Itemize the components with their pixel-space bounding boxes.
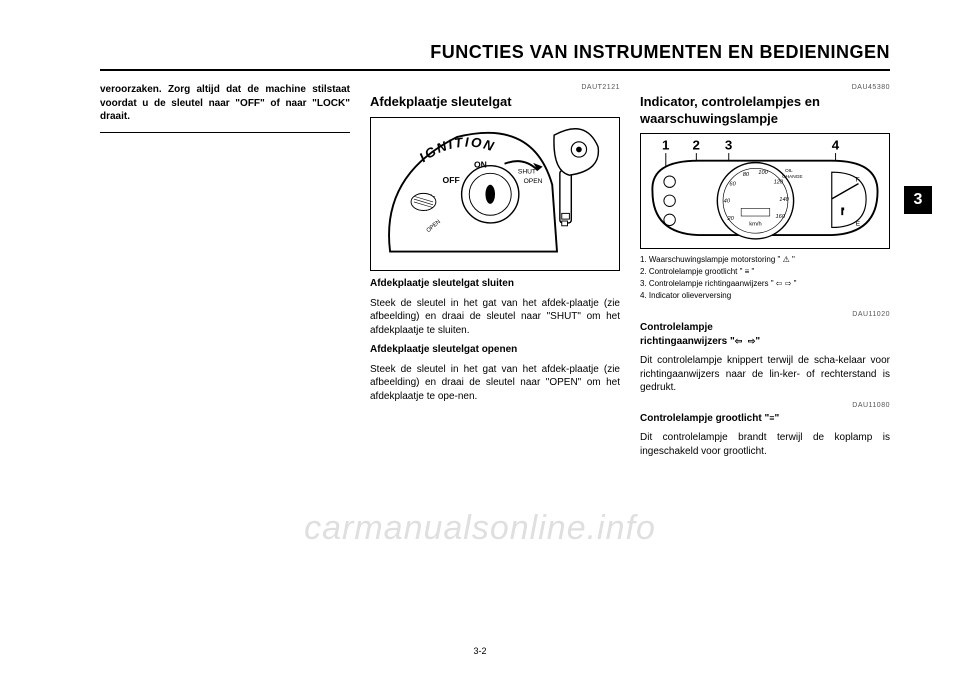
- caption-4: 4. Indicator olieverversing: [640, 291, 890, 302]
- dash-figure: 1 2 3 4: [640, 133, 890, 249]
- col2-sub1-text: Steek de sleutel in het gat van het afde…: [370, 297, 620, 338]
- svg-text:4: 4: [832, 137, 840, 152]
- svg-text:E: E: [856, 221, 861, 228]
- figure-captions: 1. Waarschuwingslampje motorstoring " ⚠ …: [640, 255, 890, 301]
- svg-text:60: 60: [729, 181, 736, 187]
- col2-sub2-title: Afdekplaatje sleutelgat openen: [370, 343, 620, 357]
- svg-text:OPEN: OPEN: [524, 178, 543, 185]
- svg-text:CHANGE: CHANGE: [782, 174, 802, 180]
- b1-title-1: Controlelampje: [640, 321, 890, 335]
- b2-title: Controlelampje grootlicht "≡": [640, 412, 890, 426]
- page-number: 3-2: [0, 646, 960, 656]
- svg-text:20: 20: [726, 216, 734, 222]
- col2-heading: Afdekplaatje sleutelgat: [370, 94, 620, 110]
- col3-heading: Indicator, controlelampjes en waarschuwi…: [640, 94, 890, 127]
- b1-title-2: richtingaanwijzers "⇦ ⇨": [640, 335, 890, 349]
- svg-text:SHUT: SHUT: [518, 168, 536, 175]
- col2: DAUT2121 Afdekplaatje sleutelgat IGNITIO…: [370, 83, 620, 563]
- caption-1: 1. Waarschuwingslampje motorstoring " ⚠ …: [640, 255, 890, 266]
- svg-text:100: 100: [758, 170, 768, 176]
- columns: veroorzaken. Zorg altijd dat de machine …: [100, 83, 890, 563]
- ignition-figure: IGNITION ON OFF LOCK OPEN SHUT OPEN: [370, 117, 620, 272]
- b2-code: DAU11080: [640, 401, 890, 410]
- col2-sub2-text: Steek de sleutel in het gat van het afde…: [370, 363, 620, 404]
- caption-3: 3. Controlelampje richtingaanwijzers " ⇦…: [640, 279, 890, 290]
- arrow-left-icon: ⇦: [735, 336, 743, 346]
- col1: veroorzaken. Zorg altijd dat de machine …: [100, 83, 350, 563]
- col1-warning: veroorzaken. Zorg altijd dat de machine …: [100, 83, 350, 124]
- svg-text:120: 120: [774, 180, 784, 186]
- col1-divider: [100, 132, 350, 133]
- b1-code: DAU11020: [640, 310, 890, 319]
- svg-text:140: 140: [779, 197, 789, 203]
- col2-sub1-title: Afdekplaatje sleutelgat sluiten: [370, 277, 620, 291]
- arrow-right-icon: ⇨: [748, 336, 756, 346]
- svg-text:1: 1: [662, 137, 670, 152]
- b2-text: Dit controlelampje brandt terwijl de kop…: [640, 431, 890, 458]
- svg-text:40: 40: [724, 199, 731, 205]
- svg-text:ON: ON: [474, 159, 487, 169]
- highbeam-icon: ≡: [769, 413, 774, 423]
- chapter-tab: 3: [904, 186, 932, 214]
- svg-text:80: 80: [743, 172, 750, 178]
- col2-code: DAUT2121: [370, 83, 620, 92]
- svg-text:km/h: km/h: [749, 222, 761, 228]
- svg-text:OIL: OIL: [785, 168, 793, 174]
- b1-text: Dit controlelampje knippert terwijl de s…: [640, 354, 890, 395]
- caption-2: 2. Controlelampje grootlicht " ≡ ": [640, 267, 890, 278]
- svg-text:3: 3: [725, 137, 732, 152]
- col3-code: DAU45380: [640, 83, 890, 92]
- col3: DAU45380 Indicator, controlelampjes en w…: [640, 83, 890, 563]
- section-title: FUNCTIES VAN INSTRUMENTEN EN BEDIENINGEN: [100, 42, 890, 71]
- svg-text:2: 2: [693, 137, 700, 152]
- svg-text:160: 160: [775, 214, 785, 220]
- svg-text:OFF: OFF: [443, 175, 460, 185]
- svg-text:F: F: [856, 177, 860, 184]
